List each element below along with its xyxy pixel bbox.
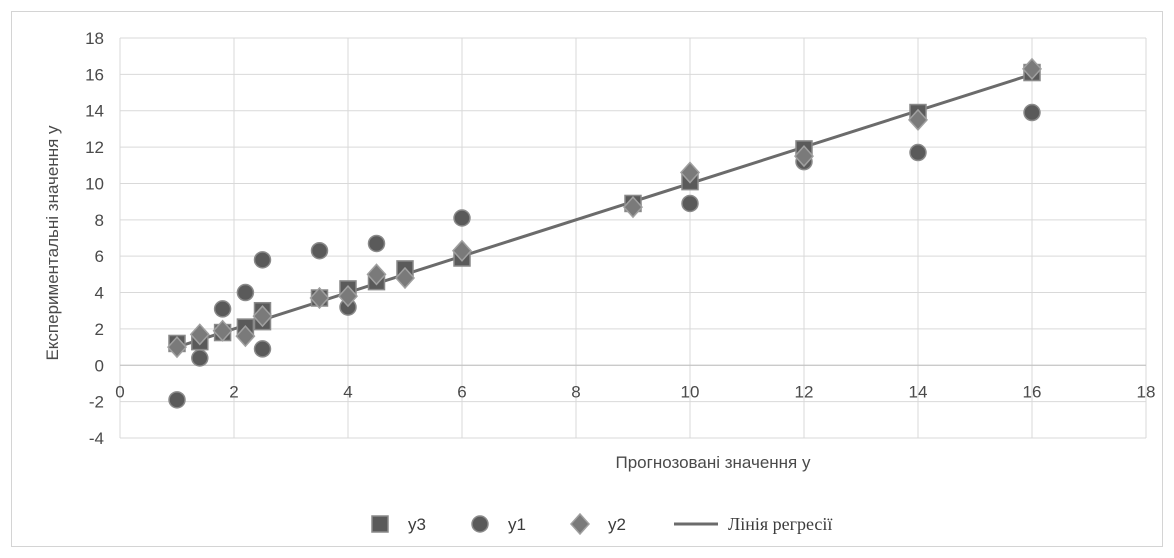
data-point-y1 [1023,103,1041,122]
data-point-y2 [235,325,256,348]
x-tick-label: 18 [1137,382,1156,401]
data-point-y2 [679,161,701,184]
x-tick-label: 8 [571,382,580,401]
data-point-y2 [622,195,644,219]
data-point-y1 [168,391,186,409]
data-point-y1 [453,209,471,227]
y-tick-label: -4 [89,429,104,448]
x-tick-label: 12 [795,382,814,401]
x-axis-title: Прогнозовані значення y [615,453,811,472]
y-tick-label: 0 [95,356,104,375]
y-axis-title: Експериментальні значення y [43,125,62,361]
data-point-y2 [252,305,273,328]
y-tick-label: 12 [85,138,104,157]
data-point-y2 [793,145,815,168]
data-point-y2 [309,286,330,310]
data-point-y2 [189,323,210,346]
data-point-y2 [394,266,416,290]
x-tick-label: 2 [229,382,238,401]
data-point-y2 [907,108,929,131]
data-point-y1 [213,300,232,318]
y-tick-label: 2 [95,320,104,339]
data-point-y2 [166,335,188,359]
data-point-y1 [310,241,329,260]
y-tick-label: 16 [85,65,104,84]
data-point-y1 [367,234,386,253]
legend-marker-y3 [371,515,389,533]
y-tick-label: 18 [85,29,104,48]
legend-label: y3 [408,515,426,534]
y-tick-label: 4 [95,284,104,303]
legend-marker-y2 [569,512,591,536]
x-tick-label: 14 [909,382,928,401]
data-point-y1 [909,143,927,162]
y-tick-label: 14 [85,102,104,121]
y-tick-label: 8 [95,211,104,230]
x-tick-label: 16 [1023,382,1042,401]
data-point-y2 [366,263,387,286]
data-point-y1 [681,194,699,213]
x-tick-label: 6 [457,382,466,401]
x-tick-label: 10 [681,382,700,401]
x-tick-label: 4 [343,382,352,401]
y-tick-label: -2 [89,393,104,412]
legend-label: y2 [608,515,626,534]
data-point-y1 [191,349,209,367]
y-tick-label: 6 [95,247,104,266]
data-point-y2 [1021,57,1043,81]
y-tick-label: 10 [85,174,104,193]
data-point-y1 [253,251,272,269]
chart-frame [11,11,1163,547]
legend-label: Лінія регресії [728,514,832,534]
data-point-y2 [337,285,359,308]
data-point-y2 [212,319,233,342]
data-point-y2 [451,239,473,262]
data-point-y1 [236,283,255,302]
regression-line [176,72,1033,349]
legend-label: y1 [508,515,526,534]
x-tick-label: 0 [115,382,124,401]
data-point-y1 [253,340,272,358]
legend-marker-y1 [471,515,489,533]
